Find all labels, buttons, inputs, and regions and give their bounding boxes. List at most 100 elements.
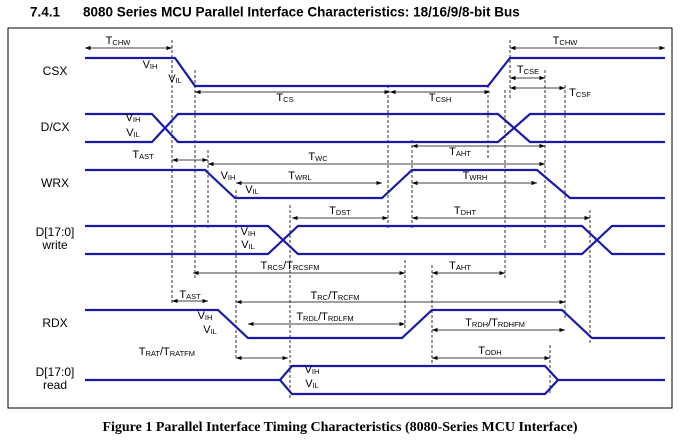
label-part: T [463, 170, 470, 182]
waveform [85, 308, 665, 340]
label-part: /T [318, 311, 328, 323]
waveform [85, 224, 665, 256]
waveform [85, 112, 665, 144]
timing-label: TRC/TRCFM [310, 290, 359, 302]
timing-label: TWRH [463, 170, 488, 182]
waveform [85, 112, 665, 144]
label-part: T [478, 345, 485, 357]
timing-label: TCHW [553, 35, 579, 47]
waveforms [85, 56, 665, 396]
label-part: T [553, 35, 560, 47]
label-part: T [260, 260, 267, 272]
label-part: V [305, 364, 313, 376]
subscript: IH [312, 367, 320, 376]
timing-label: TAHT [449, 146, 471, 158]
label-part: T [106, 35, 113, 47]
reference-lines [171, 40, 591, 400]
label-part: T [449, 146, 456, 158]
subscript: AHT [456, 149, 471, 158]
label-part: V [245, 184, 253, 196]
label-part: T [179, 289, 186, 301]
label-part: T [569, 87, 576, 99]
label-part: V [126, 112, 134, 124]
level-label: VIL [245, 184, 259, 196]
label-part: T [296, 311, 303, 323]
subscript: IH [248, 229, 256, 238]
subscript: AST [139, 152, 154, 161]
level-label: VIH [126, 112, 141, 124]
subscript: AST [186, 292, 201, 301]
timing-label: TCSH [429, 92, 452, 104]
waveform [85, 224, 665, 256]
subscript: IL [249, 242, 255, 251]
label-part: T [517, 64, 524, 76]
subscript: CSH [435, 95, 451, 104]
subscript: RATFM [170, 349, 195, 358]
timing-label: TWC [308, 151, 328, 163]
subscript: RDLFM [328, 314, 354, 323]
subscript: CHW [559, 38, 578, 47]
label-part: V [198, 310, 206, 322]
subscript: DHT [461, 208, 477, 217]
section-number: 7.4.1 [30, 5, 61, 20]
subscript: IL [134, 130, 140, 139]
subscript: CS [283, 95, 293, 104]
level-label: VIL [168, 73, 182, 85]
signal-label: D/CX [41, 120, 70, 134]
label-part: V [241, 239, 249, 251]
timing-label: TCS [276, 92, 293, 104]
timing-label: TCSF [569, 87, 591, 99]
timing-label: TAST [132, 149, 154, 161]
label-part: T [288, 170, 295, 182]
label-part: V [143, 59, 151, 71]
label-part: T [465, 317, 472, 329]
timing-label: TCSE [517, 64, 539, 76]
subscript: IH [205, 313, 213, 322]
signal-label: write [41, 238, 68, 252]
timing-label: TWRL [288, 170, 311, 182]
signal-label: read [43, 378, 67, 392]
level-label: VIL [241, 239, 255, 251]
timing-label: TRCS/TRCSFM [260, 260, 319, 272]
timing-label: TAHT [449, 260, 471, 272]
signal-label: D[17:0] [36, 365, 75, 379]
label-part: T [132, 149, 139, 161]
label-part: T [429, 92, 436, 104]
waveform [85, 364, 665, 396]
label-part: /T [488, 317, 498, 329]
level-label: VIH [198, 310, 213, 322]
subscript: RAT [145, 349, 160, 358]
level-label: VIH [143, 59, 158, 71]
subscript: WRL [295, 173, 312, 182]
level-label: VIH [221, 170, 236, 182]
label-part: V [305, 378, 313, 390]
label-part: T [276, 92, 283, 104]
waveform [85, 56, 665, 88]
level-label: VIL [305, 378, 319, 390]
subscript: RDL [303, 314, 318, 323]
level-label: VIL [203, 324, 217, 336]
label-part: T [454, 205, 461, 217]
label-part: V [241, 226, 249, 238]
signal-label: D[17:0] [36, 225, 75, 239]
label-part: T [449, 260, 456, 272]
subscript: RCFM [338, 293, 360, 302]
subscript: CHW [112, 38, 131, 47]
level-label: VIL [126, 127, 140, 139]
signal-label: RDX [42, 316, 67, 330]
level-label: VIH [305, 364, 320, 376]
subscript: IL [253, 187, 259, 196]
timing-label: TAST [179, 289, 201, 301]
label-part: /T [328, 290, 338, 302]
label-part: /T [283, 260, 293, 272]
label-part: /T [160, 346, 170, 358]
subscript: ODH [485, 348, 502, 357]
label-part: V [221, 170, 229, 182]
subscript: RCSFM [293, 263, 320, 272]
timing-label: TDST [329, 205, 351, 217]
label-part: T [329, 205, 336, 217]
label-part: V [126, 127, 134, 139]
timing-label: TCHW [106, 35, 132, 47]
subscript: RCS [267, 263, 283, 272]
